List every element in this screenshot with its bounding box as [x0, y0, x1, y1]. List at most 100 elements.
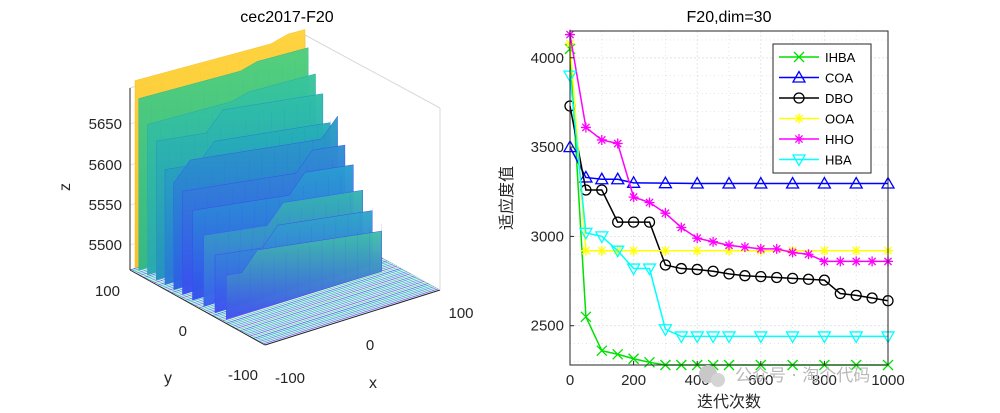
data-point: [803, 249, 814, 260]
x-tick-label: 0: [566, 372, 574, 389]
floor-contour-line: [257, 285, 433, 342]
data-point: [707, 265, 719, 277]
data-point: [675, 262, 687, 275]
surface-ridge: [226, 230, 382, 320]
data-point: [786, 272, 799, 285]
legend-marker: [791, 154, 807, 167]
floor-contour-line: [262, 288, 439, 345]
data-point: [771, 243, 782, 254]
data-point: [724, 240, 734, 251]
data-point: [851, 256, 862, 267]
legend-label: OOA: [825, 112, 854, 127]
data-point: [817, 176, 832, 189]
surface-ridges: [134, 29, 382, 320]
data-point: [580, 122, 591, 133]
box-edge-back-right: [304, 34, 441, 109]
legend-item: HBA: [779, 153, 852, 168]
data-point: [658, 324, 673, 337]
data-point: [721, 176, 737, 189]
data-point: [705, 331, 721, 344]
z-tick-label: 5650: [89, 116, 122, 133]
data-point: [628, 192, 639, 203]
legend-item: COA: [779, 70, 854, 86]
data-point: [753, 331, 768, 344]
data-point: [755, 243, 766, 254]
data-point: [596, 245, 607, 256]
data-point: [610, 171, 625, 185]
series-hho: [565, 29, 893, 267]
data-point: [739, 242, 750, 253]
data-point: [721, 331, 737, 344]
data-point: [674, 331, 689, 344]
legend-item: DBO: [779, 91, 853, 106]
y-axis-label: 适应度值: [497, 166, 516, 230]
data-point: [692, 245, 703, 256]
y-tick-label: 3000: [531, 228, 564, 245]
data-point: [849, 331, 864, 344]
floor-contour-line: [253, 283, 429, 339]
x-tick-label: 100: [448, 305, 473, 322]
data-point: [628, 245, 639, 256]
floor-contour-line: [251, 281, 427, 338]
floor-contour-line: [245, 278, 421, 335]
y-tick-label: 0: [179, 323, 187, 340]
x-axis-line: [264, 289, 441, 346]
data-point: [580, 245, 591, 256]
wechat-icon-bubble: [711, 373, 725, 387]
legend-marker: [793, 92, 805, 104]
data-point: [690, 331, 705, 344]
data-point: [692, 233, 703, 244]
floor-contour-line: [235, 273, 411, 330]
floor-contour-line: [239, 275, 415, 332]
data-point: [644, 197, 655, 208]
z-tick-label: 5500: [89, 237, 122, 254]
floor-contour-line: [241, 276, 417, 333]
data-point: [753, 176, 768, 189]
data-point: [578, 227, 594, 241]
series-line: [569, 75, 888, 338]
data-point: [708, 236, 719, 247]
legend-item: IHBA: [779, 50, 856, 65]
data-point: [787, 247, 798, 258]
x-ticks: -100 0 100: [275, 305, 474, 387]
data-point: [612, 348, 624, 360]
data-point: [612, 216, 624, 228]
floor-contour-line: [231, 271, 407, 327]
x-tick-label: 600: [748, 372, 773, 389]
floor-contour-line: [233, 272, 409, 329]
data-point: [628, 353, 640, 365]
y-tick-label: 3500: [531, 139, 564, 156]
x-tick-label: -100: [275, 370, 305, 387]
watermark: 公众号 · 淘个代码: [699, 365, 870, 387]
legend-marker: [793, 51, 805, 63]
data-point: [610, 245, 625, 258]
x-tick-label: 200: [621, 372, 646, 389]
data-point: [755, 270, 767, 283]
data-point: [658, 175, 673, 189]
data-point: [817, 331, 832, 344]
x-axis-label: x: [369, 375, 377, 392]
floor-contour-line: [247, 279, 423, 336]
surface-title: cec2017-F20: [240, 9, 333, 26]
z-tick-label: 5600: [89, 157, 122, 174]
floor-contour-line: [249, 280, 425, 337]
data-point: [596, 345, 608, 357]
data-point: [659, 259, 672, 271]
data-point: [724, 245, 734, 256]
data-point: [644, 356, 655, 368]
legend-marker: [794, 134, 804, 144]
x-tick-label: 1000: [871, 372, 904, 389]
legend-box: [772, 43, 872, 174]
legend-item: HHO: [779, 132, 854, 147]
legend-label: DBO: [825, 91, 853, 106]
data-point: [627, 216, 640, 228]
data-point: [866, 292, 878, 304]
floor-contour-line: [229, 270, 405, 326]
data-point: [723, 268, 735, 280]
data-point: [771, 271, 783, 284]
floor-contour-line: [237, 274, 413, 331]
data-point: [867, 256, 878, 267]
data-point: [596, 184, 608, 196]
data-point: [626, 263, 641, 276]
